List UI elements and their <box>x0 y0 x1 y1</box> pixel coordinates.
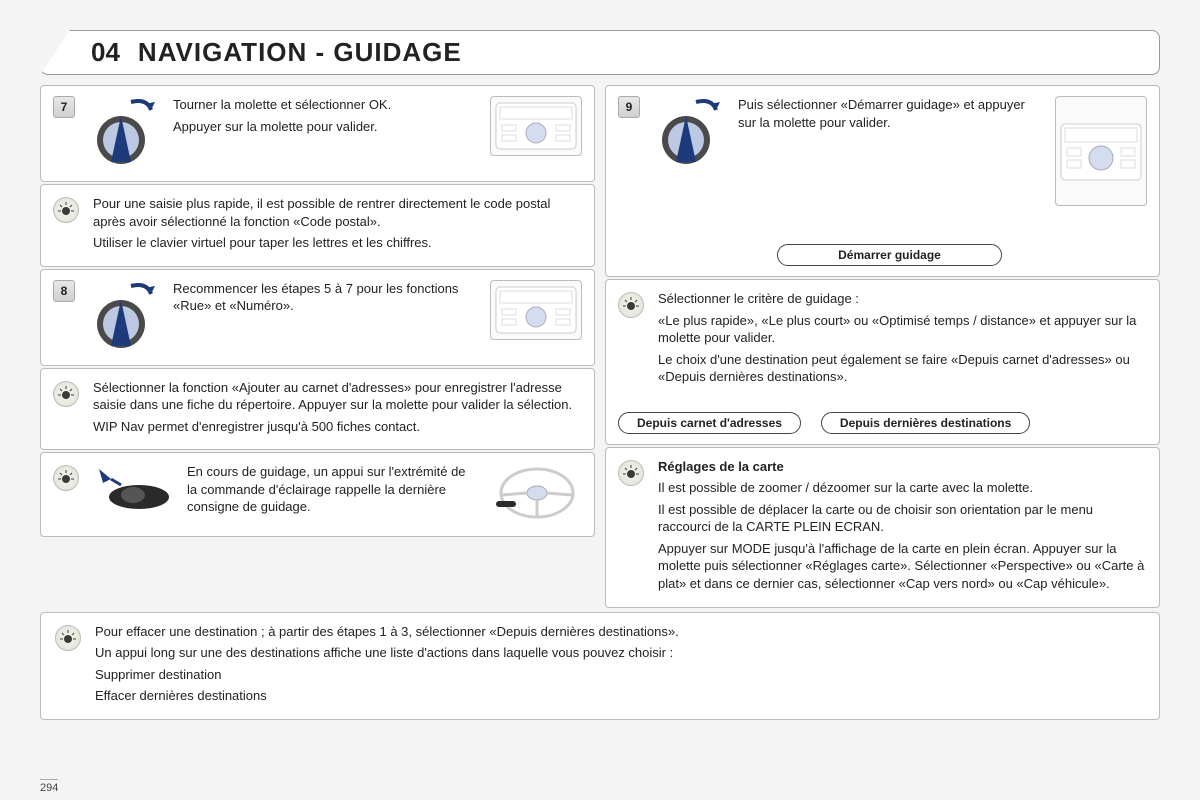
depuis-carnet-button[interactable]: Depuis carnet d'adresses <box>618 412 801 434</box>
bottom-text: Pour effacer une destination ; à partir … <box>95 623 1145 709</box>
tip3-text: En cours de guidage, un appui sur l'extr… <box>187 463 478 516</box>
bottom-tip-panel: Pour effacer une destination ; à partir … <box>40 612 1160 720</box>
bottom-p3: Supprimer destination <box>95 666 1145 684</box>
radio-unit-diagram <box>1055 96 1147 206</box>
step-7-line2: Appuyer sur la molette pour valider. <box>173 118 476 136</box>
content-columns: 7 Tourner la molette et sélectionner OK.… <box>40 85 1160 608</box>
bottom-p1: Pour effacer une destination ; à partir … <box>95 623 1145 641</box>
step-8-badge: 8 <box>53 280 75 302</box>
steering-wheel-diagram <box>492 463 582 526</box>
page-number: 294 <box>40 779 58 794</box>
tip-code-postal: Pour une saisie plus rapide, il est poss… <box>40 184 595 267</box>
bulb-icon <box>53 197 79 223</box>
tip-carnet-adresses: Sélectionner la fonction «Ajouter au car… <box>40 368 595 451</box>
step-9-text: Puis sélectionner «Démarrer guidage» et … <box>738 96 1041 135</box>
rotary-knob-diagram <box>654 96 724 171</box>
step-7-panel: 7 Tourner la molette et sélectionner OK.… <box>40 85 595 182</box>
section-header: 04 NAVIGATION - GUIDAGE <box>40 30 1160 75</box>
depuis-dernieres-button[interactable]: Depuis dernières destinations <box>821 412 1030 434</box>
tip-carnet-text: Sélectionner la fonction «Ajouter au car… <box>93 379 582 440</box>
rotary-knob-diagram <box>89 96 159 171</box>
tip-code-postal-text: Pour une saisie plus rapide, il est poss… <box>93 195 582 256</box>
rotary-knob-diagram <box>89 280 159 355</box>
tip2-p2: WIP Nav permet d'enregistrer jusqu'à 500… <box>93 418 582 436</box>
step-9-line: Puis sélectionner «Démarrer guidage» et … <box>738 96 1041 131</box>
tip5-p2: Il est possible de déplacer la carte ou … <box>658 501 1147 536</box>
tip-stalk-guidage: En cours de guidage, un appui sur l'extr… <box>40 452 595 537</box>
step-8-text: Recommencer les étapes 5 à 7 pour les fo… <box>173 280 476 319</box>
tip4-p1: Sélectionner le critère de guidage : <box>658 290 1147 308</box>
tip4-buttons: Depuis carnet d'adresses Depuis dernière… <box>618 412 1030 434</box>
tip5-text: Réglages de la carte Il est possible de … <box>658 458 1147 597</box>
section-tab: 04 NAVIGATION - GUIDAGE <box>40 30 1160 75</box>
step-8-line: Recommencer les étapes 5 à 7 pour les fo… <box>173 280 476 315</box>
section-number: 04 <box>91 37 120 68</box>
radio-unit-diagram <box>490 280 582 340</box>
stalk-diagram <box>93 463 173 522</box>
tip-stalk-text: En cours de guidage, un appui sur l'extr… <box>187 463 478 520</box>
tip4-p3: Le choix d'une destination peut égalemen… <box>658 351 1147 386</box>
tip2-p1: Sélectionner la fonction «Ajouter au car… <box>93 379 582 414</box>
tip5-p1: Il est possible de zoomer / dézoomer sur… <box>658 479 1147 497</box>
tip1-p2: Utiliser le clavier virtuel pour taper l… <box>93 234 582 252</box>
step-7-badge: 7 <box>53 96 75 118</box>
bottom-p2: Un appui long sur une des destinations a… <box>95 644 1145 662</box>
right-column: 9 Puis sélectionner «Démarrer guidage» e… <box>605 85 1160 608</box>
section-title: NAVIGATION - GUIDAGE <box>138 37 462 68</box>
step-9-badge: 9 <box>618 96 640 118</box>
bulb-icon <box>53 465 79 491</box>
bottom-p4: Effacer dernières destinations <box>95 687 1145 705</box>
tip5-heading: Réglages de la carte <box>658 458 1147 476</box>
step-9-panel: 9 Puis sélectionner «Démarrer guidage» e… <box>605 85 1160 277</box>
demarrer-guidage-row: Démarrer guidage <box>738 244 1041 266</box>
radio-unit-diagram <box>490 96 582 156</box>
tip-reglages-carte: Réglages de la carte Il est possible de … <box>605 447 1160 608</box>
tip4-p2: «Le plus rapide», «Le plus court» ou «Op… <box>658 312 1147 347</box>
step-7-text: Tourner la molette et sélectionner OK. A… <box>173 96 476 139</box>
demarrer-guidage-button[interactable]: Démarrer guidage <box>777 244 1002 266</box>
bulb-icon <box>55 625 81 651</box>
tip5-p3: Appuyer sur MODE jusqu'à l'affichage de … <box>658 540 1147 593</box>
tip-critere-guidage: Sélectionner le critère de guidage : «Le… <box>605 279 1160 445</box>
bulb-icon <box>53 381 79 407</box>
tip4-text: Sélectionner le critère de guidage : «Le… <box>658 290 1147 390</box>
tip1-p1: Pour une saisie plus rapide, il est poss… <box>93 195 582 230</box>
step-8-panel: 8 Recommencer les étapes 5 à 7 pour les … <box>40 269 595 366</box>
bulb-icon <box>618 292 644 318</box>
left-column: 7 Tourner la molette et sélectionner OK.… <box>40 85 595 608</box>
step-7-line1: Tourner la molette et sélectionner OK. <box>173 96 476 114</box>
bulb-icon <box>618 460 644 486</box>
